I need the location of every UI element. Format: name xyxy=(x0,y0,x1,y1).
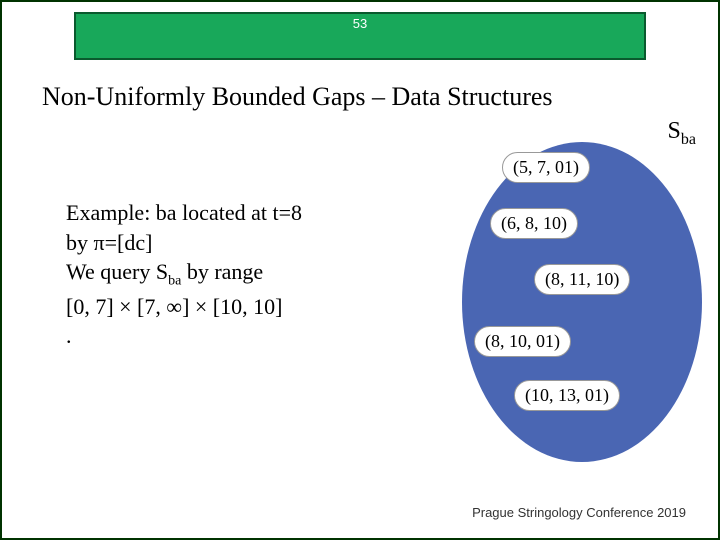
body-line1: Example: ba located at t=8 xyxy=(66,200,302,225)
body-line4: [0, 7] × [7, ∞] × [10, 10] xyxy=(66,294,282,319)
tree-node: (8, 10, 01) xyxy=(474,326,571,357)
kd-tree-region: (5, 7, 01) (6, 8, 10) (8, 11, 10) (8, 10… xyxy=(462,142,702,462)
slide-frame: 53 Non-Uniformly Bounded Gaps – Data Str… xyxy=(0,0,720,540)
tree-node: (10, 13, 01) xyxy=(514,380,620,411)
body-sba: Sba xyxy=(156,259,181,284)
sba-S: S xyxy=(668,118,681,144)
body-sba-S: S xyxy=(156,259,168,284)
slide-footer: Prague Stringology Conference 2019 xyxy=(472,505,686,520)
body-sba-sub: ba xyxy=(168,274,181,289)
structure-label-sba: Sba xyxy=(668,118,696,149)
example-text: Example: ba located at t=8 by π=[dc] We … xyxy=(66,198,426,351)
body-line2: by π=[dc] xyxy=(66,230,152,255)
tree-node: (8, 11, 10) xyxy=(534,264,630,295)
slide-title: Non-Uniformly Bounded Gaps – Data Struct… xyxy=(42,82,688,112)
body-line5: . xyxy=(66,323,72,348)
body-line3-suffix: by range xyxy=(181,259,263,284)
tree-node: (5, 7, 01) xyxy=(502,152,590,183)
slide-number: 53 xyxy=(353,16,367,31)
tree-node: (6, 8, 10) xyxy=(490,208,578,239)
body-line3-prefix: We query xyxy=(66,259,156,284)
sba-sub: ba xyxy=(681,131,696,148)
